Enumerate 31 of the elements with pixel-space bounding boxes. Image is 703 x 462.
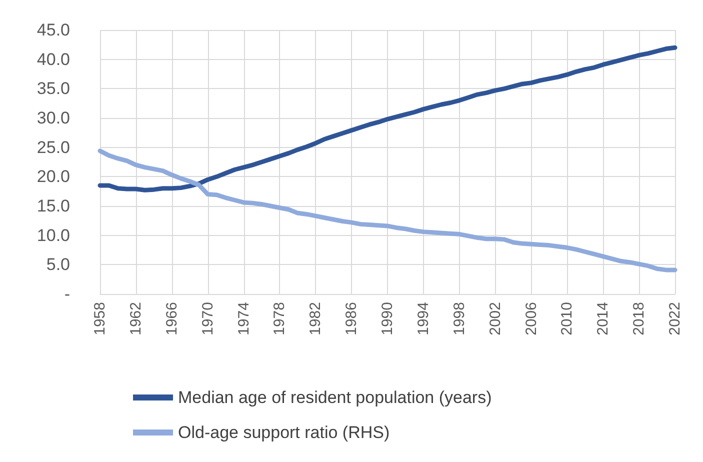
x-tick-label: 1998 (450, 302, 468, 336)
x-tick-label: 1958 (92, 302, 108, 336)
y-tick-label: - (64, 284, 70, 304)
x-tick-label: 2014 (594, 302, 612, 336)
line-series (98, 148, 678, 272)
y-tick-label: 25.0 (36, 138, 70, 157)
x-tick-label: 1962 (127, 302, 144, 336)
x-tick-label: 1970 (199, 302, 216, 336)
y-tick-label: 10.0 (36, 226, 70, 245)
y-tick-label: 35.0 (36, 79, 70, 98)
x-tick-label: 2002 (486, 302, 504, 336)
x-tick-label: 2022 (666, 302, 684, 336)
x-tick-label: 1994 (414, 302, 432, 336)
line-series (98, 45, 678, 192)
y-tick-label: 40.0 (36, 50, 70, 69)
x-tick-label: 1986 (343, 302, 360, 336)
legend-label: Median age of resident population (years) (178, 388, 492, 407)
legend-label: Old-age support ratio (RHS) (178, 423, 390, 442)
x-tick-label: 1978 (271, 302, 288, 336)
y-tick-label: 45.0 (36, 20, 70, 40)
x-tick-label: 2006 (522, 302, 540, 336)
x-tick-label: 1990 (379, 302, 396, 336)
y-tick-label: 15.0 (36, 196, 70, 216)
x-tick-label: 1966 (163, 302, 180, 336)
x-tick-label: 1982 (307, 302, 324, 336)
y-tick-label: 20.0 (36, 167, 70, 186)
x-tick-label: 2010 (558, 302, 576, 336)
y-tick-label: 30.0 (36, 108, 70, 128)
x-tick-label: 1974 (235, 302, 252, 336)
x-tick-label: 2018 (630, 302, 648, 336)
y-tick-label: 5.0 (46, 255, 70, 274)
